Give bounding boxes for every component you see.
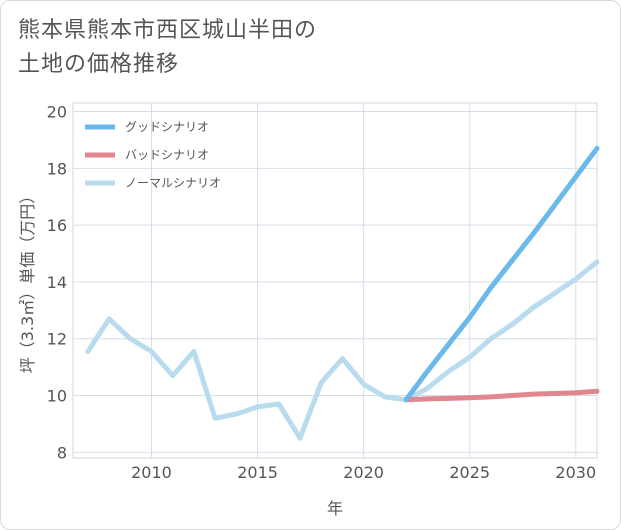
x-tick-label: 2030 <box>555 463 596 482</box>
series-lines <box>85 145 600 441</box>
chart-title: 熊本県熊本市西区城山半田の 土地の価格推移 <box>18 14 317 82</box>
legend-normal-label: ノーマルシナリオ <box>125 176 221 190</box>
x-tick-label: 2020 <box>343 463 384 482</box>
plot-frame <box>72 102 598 459</box>
chart-title-line-1: 熊本県熊本市西区城山半田の <box>18 18 318 43</box>
y-tick-label: 8 <box>57 443 67 462</box>
y-tick-label: 16 <box>47 216 67 235</box>
y-tick-label: 18 <box>47 159 67 178</box>
y-tick-label: 10 <box>47 387 67 406</box>
tick-labels: 2010 2015 2020 2025 2030 8 10 12 14 16 18 20 <box>47 103 597 482</box>
grid <box>72 102 598 459</box>
chart-title-line-2: 土地の価格推移 <box>18 52 180 77</box>
y-tick-label: 12 <box>47 330 67 349</box>
y-tick-label: 14 <box>47 273 67 292</box>
legend-bad-label: バッドシナリオ <box>125 148 209 162</box>
y-axis-label: 坪（3.3㎡）単価（万円） <box>18 188 37 373</box>
legend-good-label: グッドシナリオ <box>125 120 209 134</box>
x-axis-label: 年 <box>327 499 343 518</box>
x-tick-label: 2015 <box>237 463 278 482</box>
x-tick-label: 2025 <box>449 463 490 482</box>
x-tick-label: 2010 <box>131 463 172 482</box>
good-scenario-line <box>403 145 600 403</box>
normal-scenario-line <box>85 259 600 441</box>
y-tick-label: 20 <box>47 103 67 122</box>
bad-scenario-line <box>403 388 600 403</box>
